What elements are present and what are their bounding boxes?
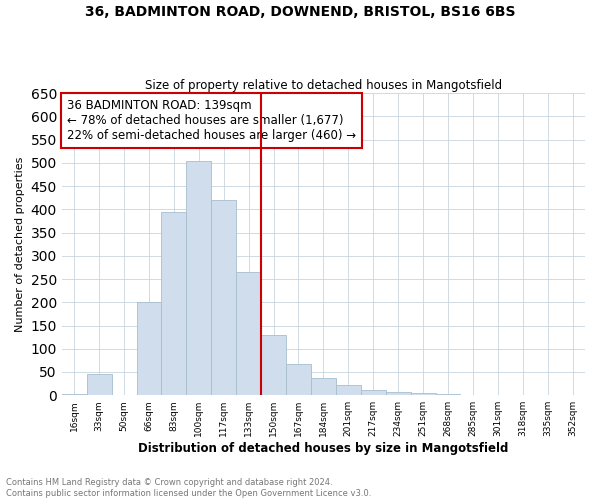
Title: Size of property relative to detached houses in Mangotsfield: Size of property relative to detached ho… — [145, 79, 502, 92]
Bar — [87, 374, 112, 395]
Y-axis label: Number of detached properties: Number of detached properties — [15, 156, 25, 332]
Bar — [336, 385, 361, 395]
Bar — [62, 394, 87, 395]
Bar — [261, 335, 286, 395]
Bar — [211, 200, 236, 395]
Bar — [386, 392, 410, 395]
Bar — [361, 390, 386, 395]
Bar — [161, 212, 187, 395]
Bar — [137, 302, 161, 395]
Bar — [436, 394, 460, 395]
Text: 36, BADMINTON ROAD, DOWNEND, BRISTOL, BS16 6BS: 36, BADMINTON ROAD, DOWNEND, BRISTOL, BS… — [85, 5, 515, 19]
X-axis label: Distribution of detached houses by size in Mangotsfield: Distribution of detached houses by size … — [138, 442, 509, 455]
Bar — [286, 364, 311, 395]
Text: Contains HM Land Registry data © Crown copyright and database right 2024.
Contai: Contains HM Land Registry data © Crown c… — [6, 478, 371, 498]
Text: 36 BADMINTON ROAD: 139sqm
← 78% of detached houses are smaller (1,677)
22% of se: 36 BADMINTON ROAD: 139sqm ← 78% of detac… — [67, 99, 356, 142]
Bar — [410, 394, 436, 395]
Bar — [311, 378, 336, 395]
Bar — [236, 272, 261, 395]
Bar — [187, 160, 211, 395]
